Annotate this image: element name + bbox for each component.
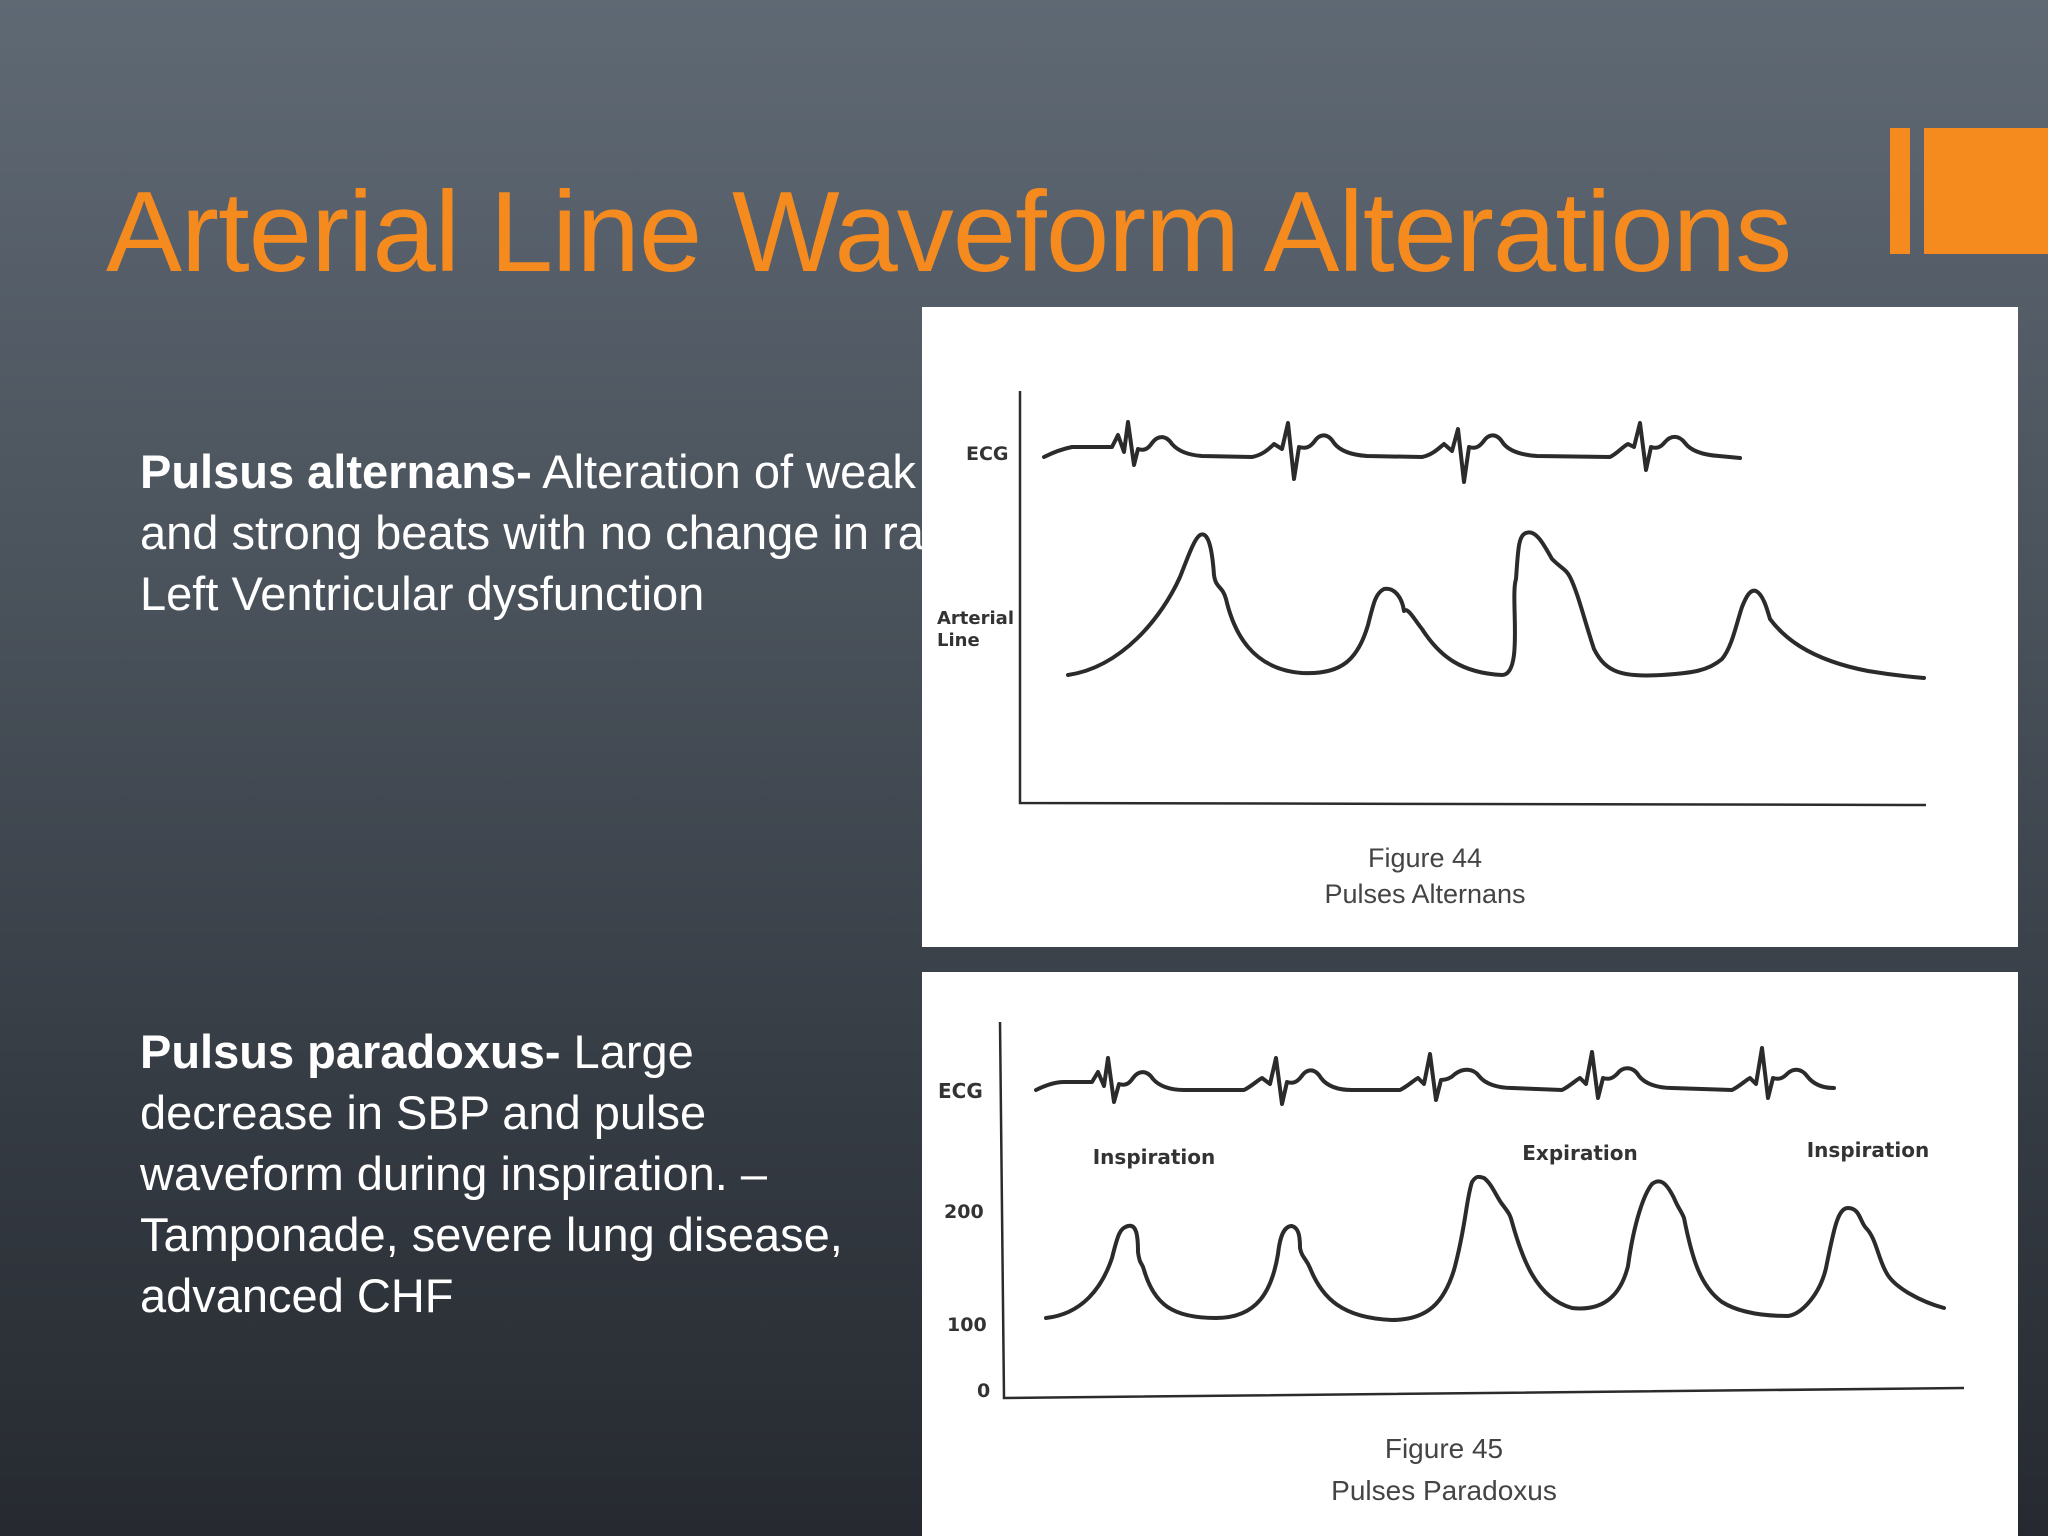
figure-44-panel: ECG Arterial Line Figure 44 Pulses Alter… bbox=[922, 307, 2018, 947]
ecg-trace bbox=[1042, 420, 1742, 484]
y-tick-100: 100 bbox=[947, 1314, 987, 1336]
arterial-trace bbox=[1066, 530, 1926, 680]
figure-44-number: Figure 44 bbox=[1368, 843, 1482, 873]
figure-44-diagram: ECG Arterial Line Figure 44 Pulses Alter… bbox=[937, 391, 1927, 909]
figure-45-title: Pulses Paradoxus bbox=[1331, 1475, 1557, 1506]
phase-label-expiration: Expiration bbox=[1522, 1141, 1638, 1165]
figure-45-number: Figure 45 bbox=[1385, 1433, 1503, 1464]
arterial-trace bbox=[1044, 1174, 1946, 1322]
y-tick-200: 200 bbox=[944, 1201, 984, 1223]
figure-45-diagram: ECG Inspiration Expiration Inspiration 2… bbox=[938, 1021, 1965, 1506]
accent-block bbox=[1924, 128, 2048, 254]
ecg-label: ECG bbox=[938, 1079, 983, 1103]
bullet-term: Pulsus alternans- bbox=[140, 445, 532, 498]
figure-44-axis bbox=[1018, 391, 1927, 807]
accent-bar bbox=[1890, 128, 1910, 254]
phase-label-inspiration: Inspiration bbox=[1093, 1145, 1216, 1169]
figure-44-title: Pulses Alternans bbox=[1324, 879, 1525, 909]
bullet-text: Large decrease in SBP and pulse waveform… bbox=[140, 1025, 843, 1322]
y-tick-0: 0 bbox=[977, 1380, 990, 1402]
bullet-term: Pulsus paradoxus- bbox=[140, 1025, 561, 1078]
ecg-trace bbox=[1034, 1046, 1836, 1106]
ecg-label: ECG bbox=[966, 443, 1009, 465]
bullet-pulsus-alternans: Pulsus alternans- Alteration of weak and… bbox=[140, 441, 1000, 624]
arterial-label: Arterial bbox=[937, 608, 1014, 629]
figure-45-panel: ECG Inspiration Expiration Inspiration 2… bbox=[922, 972, 2018, 1536]
arterial-label-line2: Line bbox=[937, 630, 980, 651]
phase-label-inspiration-2: Inspiration bbox=[1807, 1138, 1930, 1162]
bullet-pulsus-paradoxus: Pulsus paradoxus- Large decrease in SBP … bbox=[140, 1021, 900, 1326]
figure-45-axis bbox=[998, 1021, 1965, 1400]
slide-title: Arterial Line Waveform Alterations bbox=[106, 169, 1792, 296]
bullet-text: Alteration of weak and strong beats with… bbox=[140, 445, 979, 620]
